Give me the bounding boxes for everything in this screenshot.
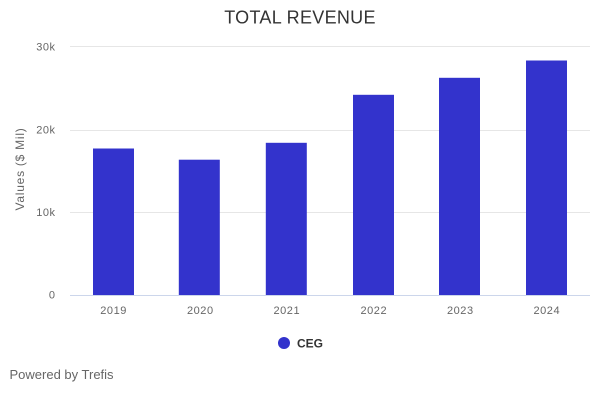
svg-text:2021: 2021 [273, 305, 300, 317]
svg-text:Values ($ Mil): Values ($ Mil) [13, 128, 27, 211]
svg-text:2019: 2019 [100, 305, 127, 317]
svg-text:10k: 10k [36, 207, 55, 219]
svg-text:30k: 30k [36, 42, 55, 54]
svg-text:2022: 2022 [360, 305, 387, 317]
svg-text:20k: 20k [36, 124, 55, 136]
svg-text:0: 0 [49, 290, 56, 302]
svg-text:CEG: CEG [297, 337, 323, 351]
svg-text:2024: 2024 [533, 305, 560, 317]
svg-text:TOTAL REVENUE: TOTAL REVENUE [224, 8, 376, 28]
svg-text:2023: 2023 [447, 305, 474, 317]
svg-text:2020: 2020 [187, 305, 214, 317]
svg-text:Powered by Trefis: Powered by Trefis [10, 367, 115, 382]
